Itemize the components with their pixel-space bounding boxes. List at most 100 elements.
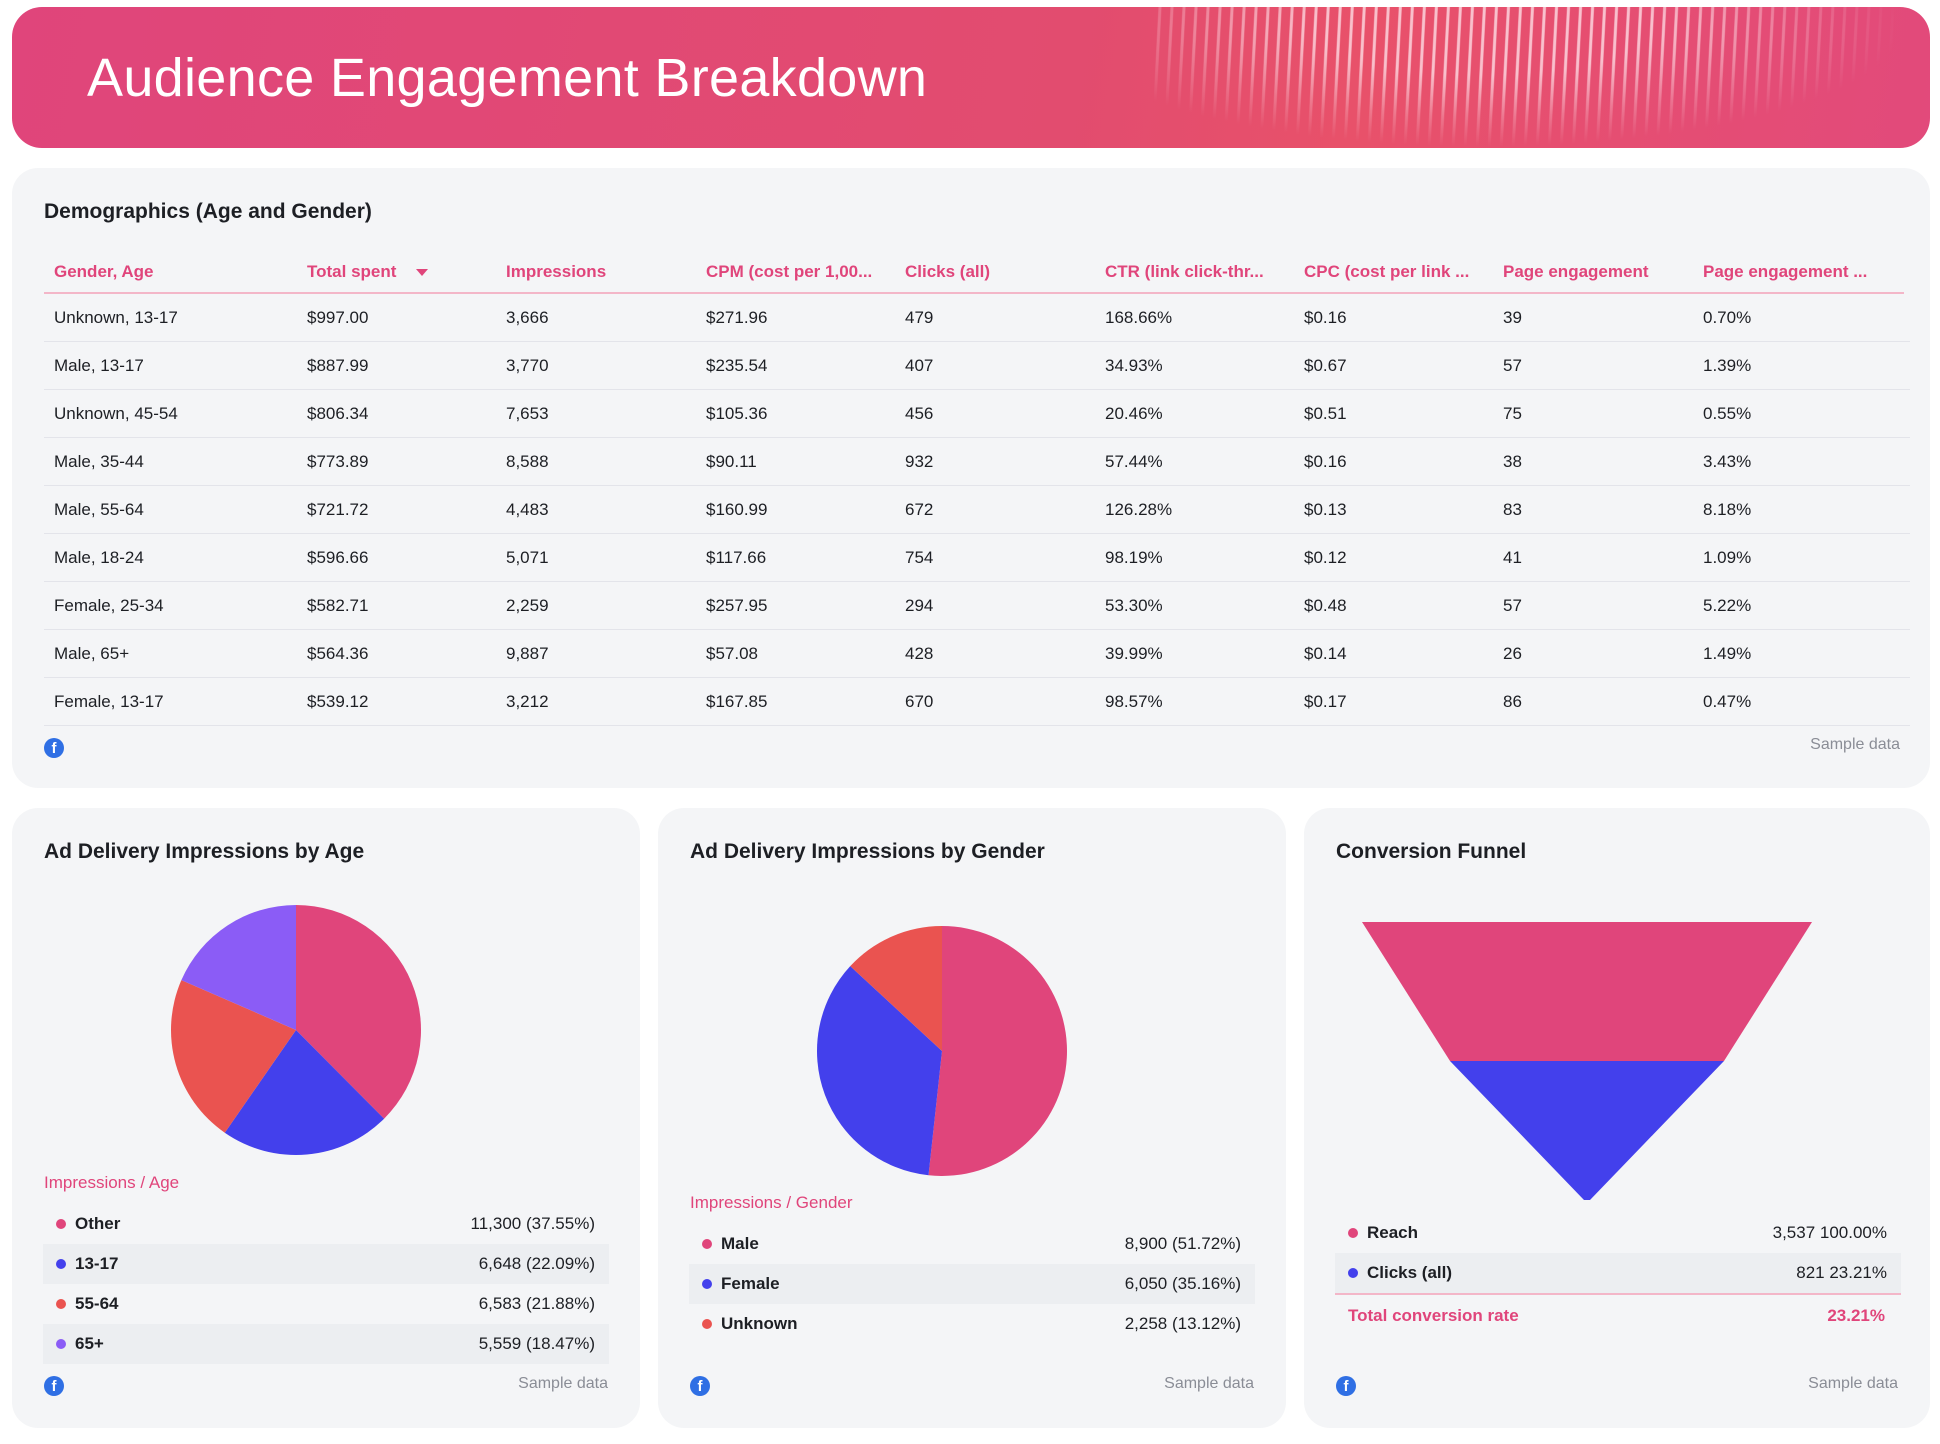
table-cell: 428 — [905, 644, 934, 663]
column-header[interactable]: Page engagement ... — [1703, 262, 1868, 281]
table-cell: 7,653 — [506, 404, 549, 423]
column-header[interactable]: Impressions — [506, 262, 607, 281]
table-cell: 98.57% — [1105, 692, 1163, 711]
gender-legend-title: Impressions / Gender — [690, 1193, 853, 1212]
age-chart-card: Ad Delivery Impressions by Age Impressio… — [12, 808, 640, 1428]
funnel-title: Conversion Funnel — [1336, 840, 1527, 863]
table-cell: 26 — [1503, 644, 1522, 663]
legend-item[interactable]: Other 11,300 (37.55%) — [43, 1204, 609, 1244]
table-row[interactable]: Male, 65+ $564.36 9,887 $57.08 428 39.99% $0.1… — [44, 630, 1910, 678]
table-row[interactable]: Male, 35-44 $773.89 8,588 $90.11 932 57.44% $0… — [44, 438, 1910, 486]
table-cell: Female, 25-34 — [54, 596, 164, 615]
funnel-stage-clicks[interactable] — [1450, 1061, 1724, 1200]
legend-dot-icon — [56, 1339, 66, 1349]
table-cell: $90.11 — [706, 452, 757, 471]
legend-dot-icon — [56, 1299, 66, 1309]
table-cell: 9,887 — [506, 644, 549, 663]
table-cell: 0.55% — [1703, 404, 1752, 423]
column-header[interactable]: CTR (link click-thr... — [1105, 262, 1264, 281]
table-cell: 39 — [1503, 308, 1522, 327]
pie-slice-other[interactable] — [296, 905, 421, 1119]
table-cell: $0.48 — [1304, 596, 1347, 615]
table-cell: 41 — [1503, 548, 1522, 567]
table-cell: 5,071 — [506, 548, 549, 567]
column-header[interactable]: Clicks (all) — [905, 262, 991, 281]
age-chart-title: Ad Delivery Impressions by Age — [44, 840, 365, 863]
table-cell: Male, 18-24 — [54, 548, 144, 567]
legend-item[interactable]: Female 6,050 (35.16%) — [689, 1264, 1255, 1304]
table-row[interactable]: Unknown, 13-17 $997.00 3,666 $271.96 479 168.… — [44, 294, 1910, 342]
table-cell: 456 — [905, 404, 934, 423]
table-cell: Male, 13-17 — [54, 356, 144, 375]
table-cell: $105.36 — [706, 404, 768, 423]
table-cell: $582.71 — [307, 596, 369, 615]
table-cell: 83 — [1503, 500, 1522, 519]
funnel-legend-clicks: Clicks (all) 821 23.21% — [1335, 1253, 1901, 1295]
pie-slice-female[interactable] — [817, 966, 942, 1176]
table-cell: 1.49% — [1703, 644, 1752, 663]
table-cell: 75 — [1503, 404, 1522, 423]
table-cell: $0.13 — [1304, 500, 1347, 519]
legend-item[interactable]: 13-17 6,648 (22.09%) — [43, 1244, 609, 1284]
table-cell: $773.89 — [307, 452, 369, 471]
pie-slice-65-[interactable] — [181, 905, 296, 1030]
table-cell: 57 — [1503, 356, 1522, 375]
table-cell: $0.14 — [1304, 644, 1347, 663]
dashboard-header: Audience Engagement Breakdown — [12, 7, 1930, 148]
table-cell: 38 — [1503, 452, 1522, 471]
table-cell: $117.66 — [706, 548, 767, 567]
table-cell: 4,483 — [506, 500, 549, 519]
pie-slice-unknown[interactable] — [850, 926, 942, 1051]
table-header-row: Gender, Age Total spent Impressions CPM (co… — [44, 248, 1904, 294]
caret-down-icon[interactable] — [416, 269, 429, 277]
pie-slice-male[interactable] — [928, 926, 1067, 1176]
table-cell: 39.99% — [1105, 644, 1163, 663]
table-row[interactable]: Male, 13-17 $887.99 3,770 $235.54 407 34.93% $… — [44, 342, 1910, 390]
legend-item[interactable]: 55-64 6,583 (21.88%) — [43, 1284, 609, 1324]
table-cell: $564.36 — [307, 644, 369, 663]
table-cell: Female, 13-17 — [54, 692, 164, 711]
table-cell: Male, 35-44 — [54, 452, 144, 471]
table-row[interactable]: Female, 13-17 $539.12 3,212 $167.85 670 98.57… — [44, 678, 1910, 726]
legend-item[interactable]: 65+ 5,559 (18.47%) — [43, 1324, 609, 1364]
facebook-icon: f — [44, 738, 64, 758]
table-cell: Male, 55-64 — [54, 500, 144, 519]
table-cell: 1.39% — [1703, 356, 1752, 375]
table-cell: 932 — [905, 452, 934, 471]
table-cell: 1.09% — [1703, 548, 1752, 567]
funnel-stage-reach[interactable] — [1362, 922, 1812, 1061]
table-cell: $0.67 — [1304, 356, 1347, 375]
table-cell: $0.16 — [1304, 308, 1347, 327]
funnel-legend-reach: Reach 3,537 100.00% — [1335, 1213, 1901, 1253]
table-cell: $167.85 — [706, 692, 768, 711]
column-header[interactable]: CPC (cost per link ... — [1304, 262, 1470, 281]
legend-item[interactable]: Unknown 2,258 (13.12%) — [689, 1304, 1255, 1344]
table-row[interactable]: Male, 18-24 $596.66 5,071 $117.66 754 98.19% $… — [44, 534, 1910, 582]
table-cell: 34.93% — [1105, 356, 1163, 375]
header-decoration — [1152, 7, 1930, 148]
table-cell: 3,212 — [506, 692, 549, 711]
column-header[interactable]: CPM (cost per 1,00... — [706, 262, 873, 281]
column-header[interactable]: Gender, Age — [54, 262, 154, 281]
column-header[interactable]: Total spent — [307, 262, 429, 282]
table-row[interactable]: Unknown, 45-54 $806.34 7,653 $105.36 456 20.4… — [44, 390, 1910, 438]
total-conversion-value: 23.21% — [1827, 1306, 1885, 1325]
legend-dot-icon — [702, 1319, 712, 1329]
column-header[interactable]: Page engagement — [1503, 262, 1649, 281]
page-title: Audience Engagement Breakdown — [87, 48, 928, 108]
table-cell: $235.54 — [706, 356, 768, 375]
table-row[interactable]: Male, 25-34$477.005,110$93.37584104.17%$… — [44, 726, 1910, 736]
table-cell: 3,770 — [506, 356, 549, 375]
table-cell: 0.47% — [1703, 692, 1752, 711]
pie-slice-13-17[interactable] — [224, 1030, 385, 1155]
demographics-table[interactable]: Gender, Age Total spent Impressions CPM (co… — [44, 248, 1910, 736]
table-cell: 53.30% — [1105, 596, 1163, 615]
table-cell: $721.72 — [307, 500, 369, 519]
table-row[interactable]: Female, 25-34 $582.71 2,259 $257.95 294 53.30… — [44, 582, 1910, 630]
age-legend-title: Impressions / Age — [44, 1173, 180, 1192]
table-row[interactable]: Male, 55-64 $721.72 4,483 $160.99 672 126.28%… — [44, 486, 1910, 534]
pie-slice-55-64[interactable] — [171, 980, 296, 1133]
legend-item[interactable]: Male 8,900 (51.72%) — [689, 1224, 1255, 1264]
funnel-card: Conversion Funnel Reach 3,537 100.00% Cl… — [1304, 808, 1930, 1428]
age-pie-chart — [171, 905, 421, 1155]
